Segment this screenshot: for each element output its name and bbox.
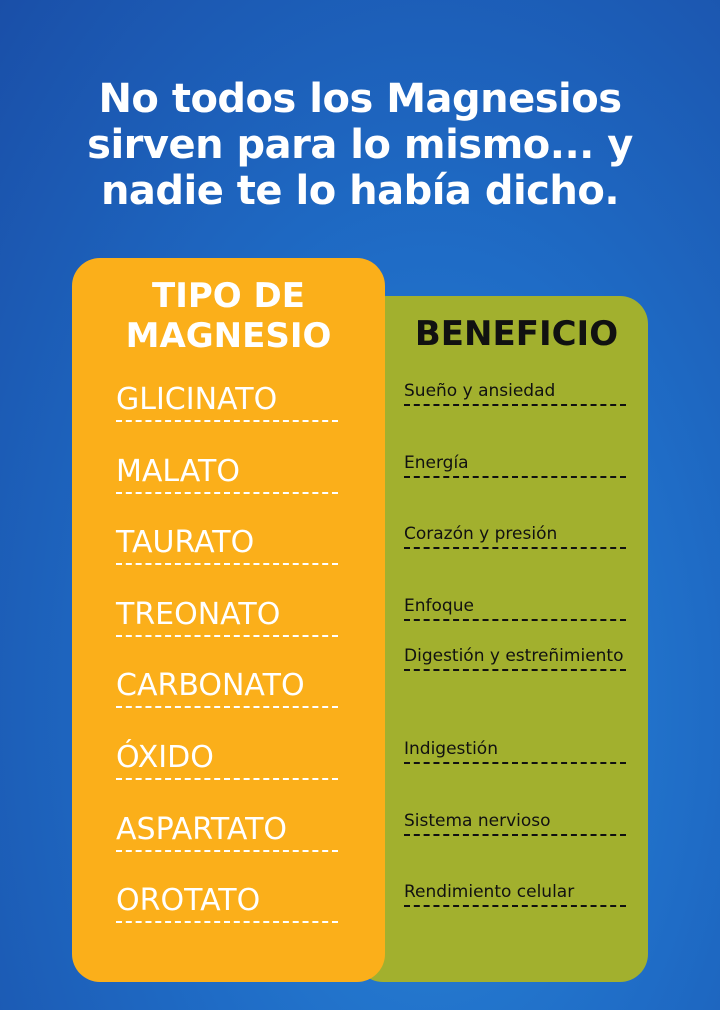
magnesium-type: ÓXIDO	[116, 740, 338, 780]
magnesium-type-column: TIPO DE MAGNESIO GLICINATO MALATO TAURATO T…	[72, 258, 385, 982]
page-title: No todos los Magnesios sirven para lo mi…	[0, 76, 720, 214]
title-line: sirven para lo mismo... y	[87, 122, 633, 168]
benefit: Rendimiento celular	[404, 882, 626, 908]
magnesium-type: ASPARTATO	[116, 812, 338, 852]
magnesium-type: GLICINATO	[116, 382, 338, 422]
magnesium-type: MALATO	[116, 454, 338, 494]
magnesium-type: OROTATO	[116, 883, 338, 924]
benefit: Corazón y presión	[404, 524, 626, 550]
benefit: Sistema nervioso	[404, 811, 626, 836]
benefit: Indigestión	[404, 739, 626, 764]
benefit-column: BENEFICIO Sueño y ansiedad Energía Corazón…	[355, 296, 648, 982]
header-line: TIPO DE	[152, 276, 305, 316]
header-line: MAGNESIO	[125, 316, 332, 356]
benefit: Digestión y estreñimiento	[404, 646, 626, 672]
title-line: nadie te lo había dicho.	[100, 168, 620, 214]
type-column-header: TIPO DE MAGNESIO	[72, 276, 385, 356]
benefit-column-header: BENEFICIO	[414, 314, 619, 354]
title-line: No todos los Magnesios	[98, 76, 622, 122]
magnesium-type: TREONATO	[116, 597, 338, 637]
magnesium-type: TAURATO	[116, 525, 338, 566]
magnesium-type: CARBONATO	[116, 668, 338, 709]
benefit: Sueño y ansiedad	[404, 381, 626, 406]
benefit: Energía	[404, 453, 626, 478]
benefit: Enfoque	[404, 596, 626, 621]
